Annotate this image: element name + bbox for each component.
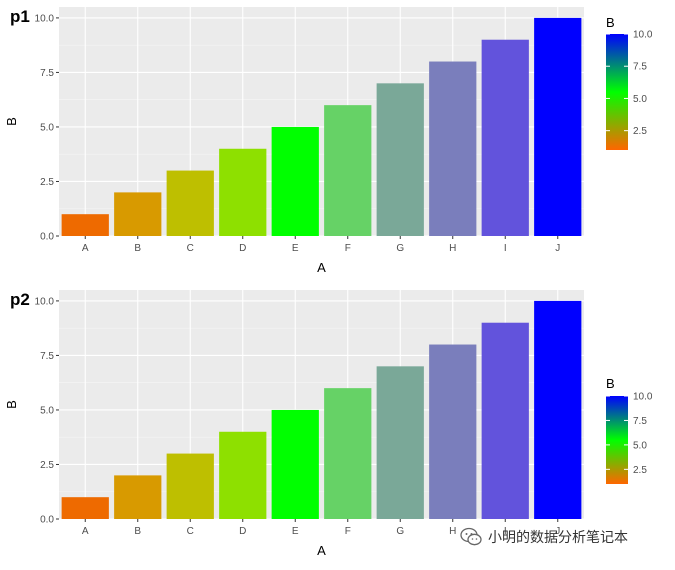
bar-G (376, 83, 424, 236)
x-axis-title: A (317, 260, 326, 275)
bar-H (429, 344, 477, 519)
watermark: 小明的数据分析笔记本 (460, 525, 665, 549)
bar-E (271, 409, 319, 519)
x-tick-label: C (187, 526, 194, 537)
plot-tag: p2 (10, 290, 30, 309)
y-axis-title: B (4, 400, 19, 409)
x-axis-title: A (317, 543, 326, 558)
x-tick-label: A (82, 526, 89, 537)
y-tick-label: 10.0 (35, 296, 55, 307)
x-tick-label: G (396, 243, 404, 254)
colorbar-tick-label: 2.5 (633, 465, 647, 476)
chart-p1: 0.0 2.5 5.0 7.5 10.0 A B C D E F G H I J A Bp1 B 2.5 5.0 7.5… (4, 7, 653, 275)
x-tick-label: A (82, 243, 89, 254)
x-tick-label: F (345, 243, 351, 254)
colorbar-legend: B 2.5 5.0 7.5 10.0 (606, 15, 653, 150)
x-tick-label: F (345, 526, 351, 537)
watermark-text: 小明的数据分析笔记本 (488, 529, 628, 545)
bar-F (324, 105, 372, 237)
y-axis-title: B (4, 117, 19, 126)
colorbar-tick-label: 7.5 (633, 62, 647, 73)
bar-G (376, 366, 424, 519)
bar-E (271, 126, 319, 236)
legend-title: B (606, 15, 615, 30)
x-tick-label: E (292, 243, 299, 254)
x-tick-label: I (504, 243, 507, 254)
x-tick-label: H (449, 243, 456, 254)
x-tick-label: B (134, 243, 141, 254)
x-tick-label: G (396, 526, 404, 537)
colorbar-legend: B 2.5 5.0 7.5 10.0 (606, 376, 653, 484)
bar-F (324, 388, 372, 519)
x-tick-label: B (134, 526, 141, 537)
x-tick-label: D (239, 243, 246, 254)
bar-A (61, 497, 109, 519)
bar-D (219, 431, 267, 519)
bar-A (61, 214, 109, 236)
colorbar (606, 396, 628, 484)
x-tick-label: E (292, 526, 299, 537)
bar-B (114, 192, 162, 236)
x-tick-label: J (555, 526, 560, 537)
y-tick-label: 7.5 (40, 68, 54, 79)
bar-C (166, 453, 214, 519)
bar-H (429, 61, 477, 237)
bar-I (481, 322, 529, 519)
x-tick-label: H (449, 526, 456, 537)
bar-B (114, 475, 162, 519)
bar-C (166, 170, 214, 236)
y-tick-label: 5.0 (40, 122, 54, 133)
x-tick-label: J (555, 243, 560, 254)
y-tick-label: 0.0 (40, 515, 54, 526)
bar-J (534, 300, 582, 519)
plot-tag: p1 (10, 7, 30, 26)
y-tick-label: 5.0 (40, 405, 54, 416)
bar-I (481, 39, 529, 236)
legend-title: B (606, 376, 615, 391)
colorbar-tick-label: 10.0 (633, 30, 653, 41)
y-tick-label: 10.0 (35, 13, 55, 24)
colorbar-tick-label: 7.5 (633, 416, 647, 427)
wechat-icon (460, 527, 482, 546)
colorbar-tick-label: 5.0 (633, 440, 647, 451)
y-tick-label: 2.5 (40, 177, 54, 188)
y-tick-label: 2.5 (40, 460, 54, 471)
colorbar-tick-label: 2.5 (633, 126, 647, 137)
bar-D (219, 148, 267, 236)
x-tick-label: D (239, 526, 246, 537)
colorbar (606, 34, 628, 150)
bar-J (534, 17, 582, 237)
colorbar-tick-label: 5.0 (633, 94, 647, 105)
colorbar-tick-label: 10.0 (633, 392, 653, 403)
x-tick-label: C (187, 243, 194, 254)
x-tick-label: I (504, 526, 507, 537)
y-tick-label: 0.0 (40, 232, 54, 243)
y-tick-label: 7.5 (40, 351, 54, 362)
chart-p2: 0.0 2.5 5.0 7.5 10.0 A B C D E F G H I J A Bp2 B 2.5 5.0 7.5… (4, 290, 653, 558)
